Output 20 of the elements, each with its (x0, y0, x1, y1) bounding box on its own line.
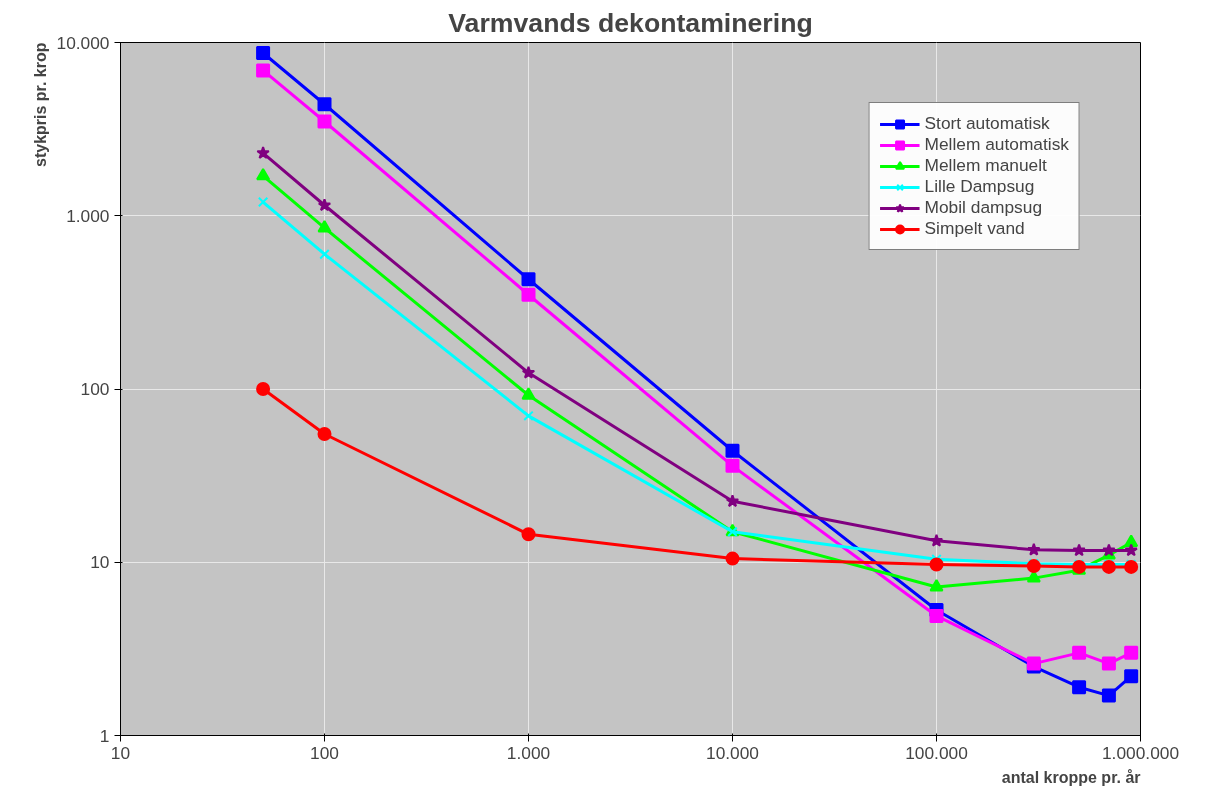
legend-label: Mellem manuelt (924, 155, 1047, 176)
y-tick-label: 10 (90, 552, 110, 573)
x-tick-label: 1.000.000 (1101, 742, 1180, 763)
legend-label: Lille Dampsug (924, 176, 1035, 197)
x-axis-title: antal kroppe pr. år (1001, 768, 1141, 786)
y-axis-title: stykpris pr. krop (31, 42, 49, 167)
y-tick-label: 100 (80, 379, 110, 399)
legend-label: Simpelt vand (924, 218, 1025, 239)
x-tick-label: 10 (110, 742, 131, 763)
x-tick-label: 100 (310, 742, 339, 763)
legend-label: Stort automatisk (924, 113, 1050, 134)
x-tick-label: 100.000 (905, 742, 968, 763)
y-tick-label: 1.000 (66, 205, 110, 226)
x-tick-label: 1.000 (506, 742, 551, 763)
legend-label: Mobil dampsug (924, 197, 1043, 218)
x-tick-label: 10.000 (706, 742, 759, 763)
y-tick-label: 10.000 (56, 32, 110, 53)
chart-title: Varmvands dekontaminering (448, 7, 813, 38)
y-tick-label: 1 (99, 725, 110, 746)
legend-label: Mellem automatisk (924, 134, 1069, 155)
